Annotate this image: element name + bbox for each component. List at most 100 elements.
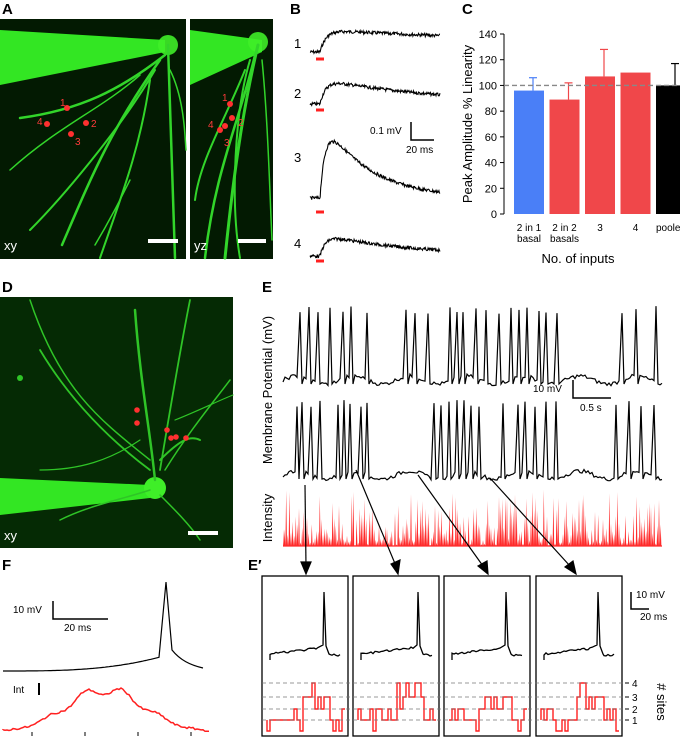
arrowhead: [390, 559, 401, 576]
arrowhead: [300, 561, 312, 576]
epsp-trace-4: [309, 236, 441, 259]
site-label: 3: [224, 138, 230, 149]
category-label: 2 in 1: [517, 223, 542, 234]
y-tick-label: 20: [485, 183, 497, 195]
trace-label: 4: [294, 236, 301, 251]
view-label-xy: xy: [4, 528, 18, 543]
y-tick-label: 100: [479, 80, 497, 92]
e-ylabel: Membrane Potential (mV): [260, 316, 275, 464]
site-level: 3: [632, 693, 638, 704]
arrow: [489, 477, 571, 567]
scale-mv-label: 0.1 mV: [370, 126, 402, 137]
inset-sites-trace: [449, 696, 527, 732]
int-label: Int: [13, 685, 24, 696]
site-label: 1: [60, 98, 66, 109]
average-intensity-trace: [2, 687, 210, 733]
panel-a-label: A: [2, 1, 13, 18]
scale-bar-e: [572, 380, 611, 399]
category-label: 4: [633, 223, 639, 234]
scale-bar: [238, 239, 266, 243]
scale-bar-b: [410, 122, 434, 141]
trace-label: 2: [294, 86, 301, 101]
scale-bar: [148, 239, 178, 243]
site-level: 1: [632, 716, 638, 727]
panel-d-micrograph: xy: [0, 297, 234, 548]
category-label: pooled: [656, 223, 680, 234]
bar: [514, 90, 544, 214]
bar: [549, 99, 580, 214]
y-tick-label: 140: [479, 29, 497, 41]
site-level: 4: [632, 679, 638, 690]
panel-e-label: E: [262, 279, 272, 296]
average-spike-trace: [3, 581, 204, 672]
category-label: 3: [597, 223, 603, 234]
category-label: basals: [550, 234, 579, 245]
scale-ms-label: 20 ms: [640, 612, 667, 623]
site-label: 2: [238, 118, 244, 129]
inset-spike-trace: [360, 591, 433, 660]
site-label: 1: [222, 93, 228, 104]
scale-mv-label: 10 mV: [636, 590, 665, 601]
trace-label: 3: [294, 150, 301, 165]
y-tick-label: 40: [485, 158, 497, 170]
bar: [620, 72, 651, 214]
site-label: 4: [208, 120, 214, 131]
arrowhead: [476, 560, 489, 576]
panel-c-label: C: [462, 1, 473, 18]
view-label-xy: xy: [4, 238, 18, 253]
inset-spike-trace: [269, 591, 341, 660]
spike-inset: [261, 575, 349, 737]
inset-sites-trace: [540, 682, 619, 732]
category-label: basal: [517, 234, 541, 245]
site-label: 2: [91, 119, 97, 130]
scale-mv-label: 10 mV: [533, 384, 562, 395]
inset-spike-trace: [543, 591, 615, 660]
y-tick-label: 120: [479, 55, 497, 67]
spike-inset: [535, 575, 623, 737]
site-label: 4: [37, 117, 43, 128]
inset-sites-trace: [266, 682, 345, 732]
site-level: 2: [632, 705, 638, 716]
x-axis-title: No. of inputs: [542, 251, 615, 266]
scale-ms-label: 20 ms: [64, 623, 91, 634]
spike-inset: [443, 575, 531, 737]
bar: [656, 85, 680, 214]
membrane-trace-bottom: [282, 400, 663, 482]
y-tick-label: 60: [485, 132, 497, 144]
inset-spike-trace: [451, 591, 523, 660]
e-intensity-label: Intensity: [260, 493, 275, 542]
scale-bar-f: [52, 601, 108, 620]
bar: [585, 76, 615, 214]
arrow: [355, 469, 397, 567]
y-axis-title: Peak Amplitude % Linearity: [460, 44, 475, 203]
panel-d-label: D: [2, 279, 13, 296]
sites-axis-label: # sites: [654, 683, 669, 721]
y-tick-label: 0: [491, 209, 497, 221]
scale-bar-eprime: [630, 592, 649, 610]
panel-b-label: B: [290, 1, 301, 18]
eprime-insets: [261, 575, 623, 737]
intensity-trace: [283, 489, 662, 546]
epsp-trace-1: [309, 28, 441, 55]
inset-sites-trace: [357, 682, 436, 732]
panel-a-micrograph-yz: 1 2 3 4 yz: [190, 19, 273, 260]
arrow: [417, 474, 484, 567]
site-label: 3: [75, 137, 81, 148]
y-tick-label: 80: [485, 106, 497, 118]
epsp-trace-2: [309, 81, 441, 107]
arrow: [304, 484, 307, 567]
panel-f-label: F: [2, 557, 11, 574]
membrane-trace-top: [282, 306, 663, 387]
panel-a-micrograph-xy: 1 2 3 4 xy: [0, 19, 187, 260]
category-label: 2 in 2: [552, 223, 577, 234]
trace-label: 1: [294, 36, 301, 51]
scale-s-label: 0.5 s: [580, 403, 602, 414]
scale-bar: [188, 531, 218, 535]
panel-eprime-label: E′: [248, 557, 262, 574]
epsp-trace-3: [309, 138, 441, 200]
arrowhead: [563, 559, 577, 576]
scale-mv-label: 10 mV: [13, 605, 42, 616]
view-label-yz: yz: [194, 238, 207, 253]
